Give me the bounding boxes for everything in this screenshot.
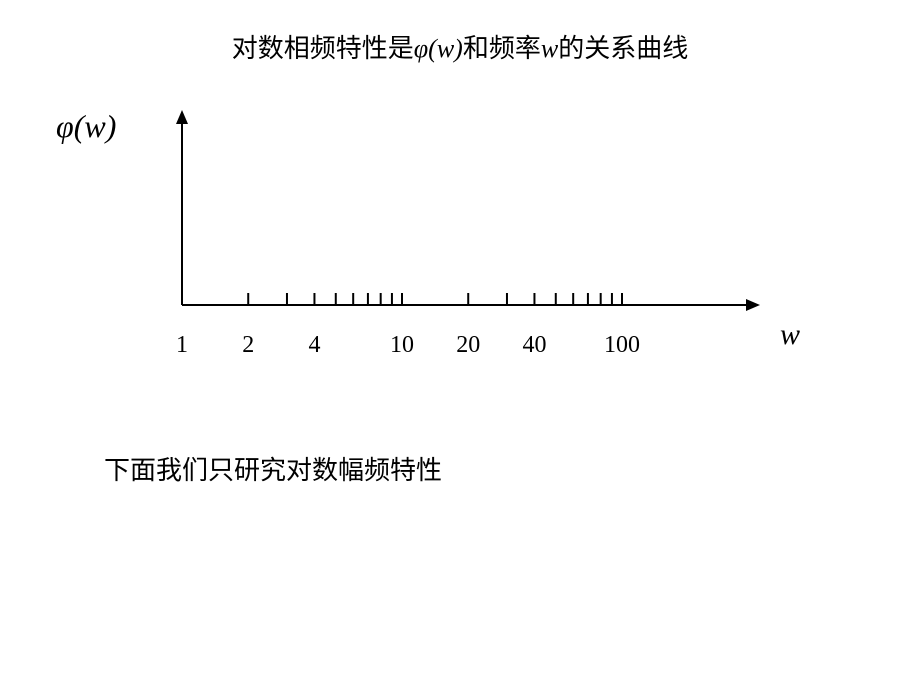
tick-labels-row: 1 2 4 10 20 40 100 (168, 332, 768, 362)
bode-phase-chart (168, 110, 768, 320)
y-axis-label-arg: (w) (74, 108, 117, 144)
title-prefix: 对数相频特性是 (232, 34, 414, 63)
tick-label-4: 4 (308, 332, 320, 359)
tick-label-40: 40 (522, 332, 546, 359)
x-axis-label: w (780, 318, 800, 352)
title-mid: 和频率 (463, 34, 541, 63)
chart-svg (168, 110, 768, 320)
title-math-phi-arg: (w) (428, 34, 463, 63)
tick-label-2: 2 (242, 332, 254, 359)
footer-line: 下面我们只研究对数幅频特性 (104, 450, 442, 487)
tick-label-100: 100 (604, 332, 640, 359)
y-axis-label-phi: φ (56, 108, 74, 144)
title-suffix: 的关系曲线 (558, 34, 688, 63)
tick-label-1: 1 (176, 332, 188, 359)
slide: 对数相频特性是φ(w)和频率w的关系曲线 φ(w) w 124102040100… (0, 0, 920, 690)
title-math-w: w (541, 34, 558, 63)
y-axis-label: φ(w) (56, 108, 116, 145)
tick-label-10: 10 (390, 332, 414, 359)
tick-label-20: 20 (456, 332, 480, 359)
title-math-phi: φ (414, 34, 428, 63)
title-line: 对数相频特性是φ(w)和频率w的关系曲线 (0, 28, 920, 65)
